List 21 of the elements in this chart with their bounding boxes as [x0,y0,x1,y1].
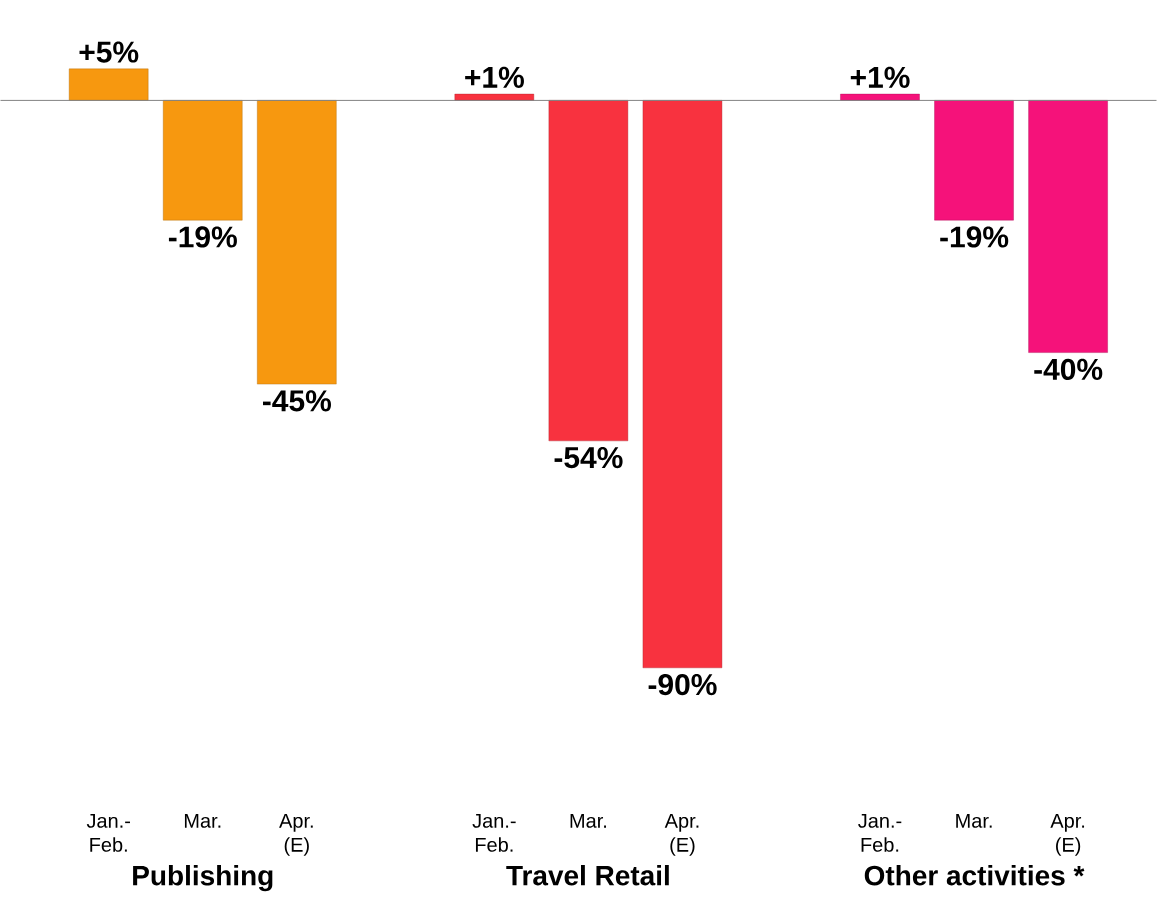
data-label: -19% [168,226,237,248]
x-tick-label: Apr. (E) [664,813,699,856]
data-label: +1% [465,66,524,88]
x-tick-label: Apr. (E) [1050,813,1085,856]
data-label: -90% [648,673,717,696]
data-label: +1% [850,66,910,88]
text: Travel Retail [506,864,669,886]
x-tick-label: Mar. [956,813,992,828]
data-label: -45% [262,390,331,412]
x-tick-label: Mar. [570,813,606,828]
x-tick-label: Jan.- Feb. [86,813,130,852]
data-label: -40% [1034,358,1103,380]
x-tick-label: Apr. (E) [279,813,313,856]
x-tick-label: Mar. [184,813,221,828]
data-label: -54% [554,446,623,469]
x-tick-label: Jan.- Feb. [858,813,902,852]
data-label: -19% [940,226,1009,248]
x-tick-label: Jan.- Feb. [472,813,516,852]
data-label: +5% [79,41,139,63]
text: Publishing [133,864,273,892]
text: Other activities * [864,864,1085,886]
